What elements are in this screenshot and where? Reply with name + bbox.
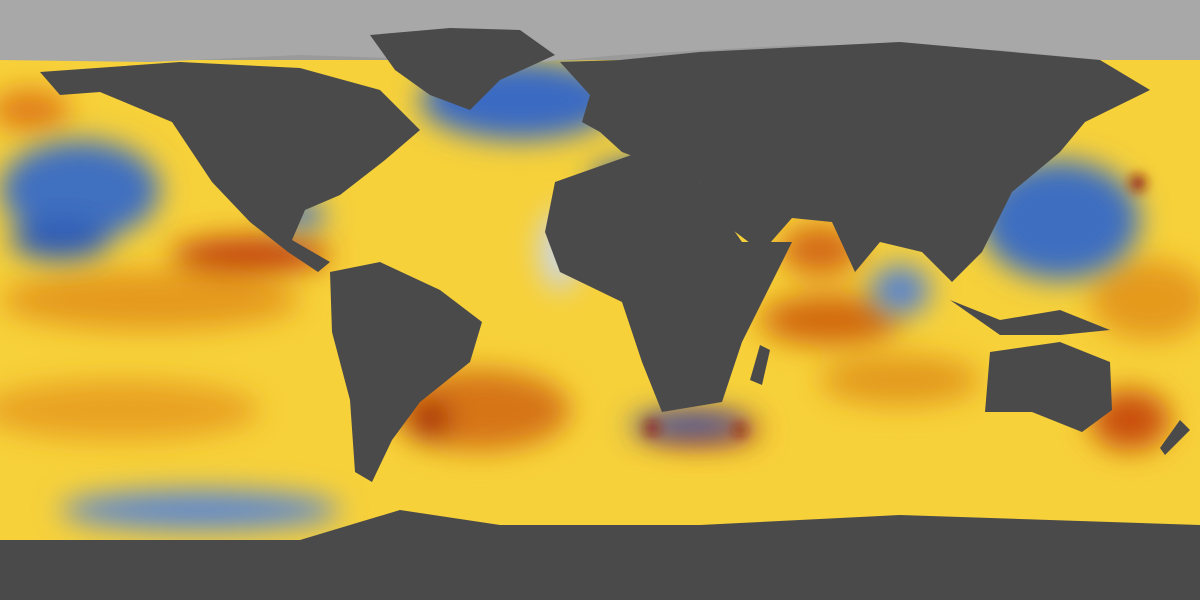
north-america <box>40 62 420 272</box>
greenland <box>370 28 555 110</box>
australia <box>985 342 1112 432</box>
cool-regions <box>0 60 1140 530</box>
hotspots <box>645 175 1146 436</box>
indonesia <box>950 300 1110 335</box>
new-zealand <box>1160 420 1190 455</box>
south-america <box>330 262 482 482</box>
africa <box>545 152 792 412</box>
eurasia <box>560 42 1150 282</box>
madagascar <box>750 345 770 385</box>
antarctica <box>0 510 1200 600</box>
